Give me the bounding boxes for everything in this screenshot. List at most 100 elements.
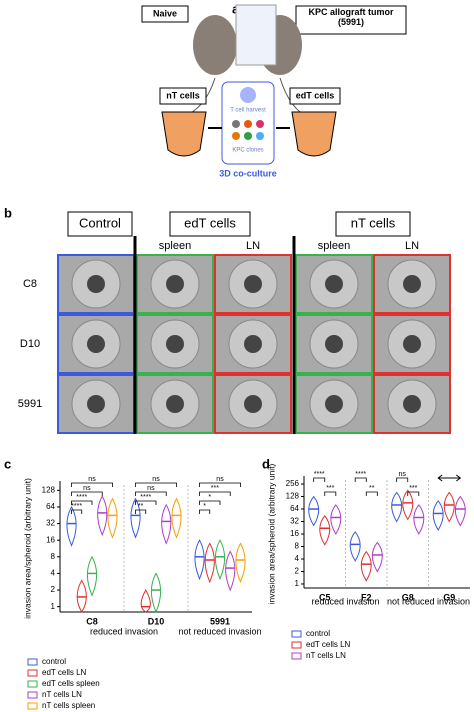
violin: [225, 550, 236, 592]
clone: [232, 120, 240, 128]
violin: [194, 539, 205, 581]
mouse: [193, 15, 237, 75]
legend-label: control: [306, 629, 330, 638]
significance: ****: [355, 471, 366, 478]
legend-label: nT cells spleen: [42, 701, 95, 710]
clone: [232, 132, 240, 140]
violin: [330, 504, 342, 535]
label: KPC allograft tumor (5991): [308, 7, 394, 27]
clone: [256, 120, 264, 128]
clone: [244, 120, 252, 128]
group-label: not reduced invasion: [387, 596, 470, 606]
legend-label: nT cells LN: [306, 651, 346, 660]
spheroid: [244, 395, 262, 413]
label-box: [159, 87, 207, 105]
violin: [86, 555, 98, 597]
significance: ****: [76, 494, 87, 501]
significance: ****: [140, 494, 151, 501]
legend-swatch: [27, 702, 38, 710]
x-tick-label: D10: [148, 616, 165, 626]
bracket: [135, 482, 177, 487]
group-label: not reduced invasion: [178, 626, 261, 636]
legend-label: edT cells LN: [306, 640, 351, 649]
spheroid: [87, 395, 105, 413]
cells: [240, 87, 256, 103]
significance: ***: [211, 485, 219, 492]
legend-label: control: [42, 657, 66, 666]
clone: [256, 132, 264, 140]
y-tick-label: 8: [51, 552, 56, 561]
violin: [308, 495, 320, 527]
significance: **: [369, 485, 375, 492]
column-subheader: spleen: [318, 240, 350, 252]
significance: ns: [147, 485, 155, 492]
violin: [454, 495, 466, 527]
violin: [76, 579, 87, 613]
column-subheader: LN: [405, 240, 419, 252]
significance: *: [203, 503, 206, 510]
column-subheader: LN: [246, 240, 260, 252]
organ-box: [235, 4, 277, 66]
significance: ****: [314, 471, 325, 478]
y-tick-label: 4: [295, 554, 300, 563]
bracket: [199, 491, 231, 496]
significance: ***: [409, 485, 417, 492]
panel-letter: c: [4, 456, 11, 471]
group-label: reduced invasion: [90, 626, 158, 636]
violin: [443, 491, 455, 523]
spheroid: [166, 335, 184, 353]
x-tick-label: 5991: [210, 616, 230, 626]
violin: [360, 550, 372, 582]
y-tick-label: 4: [51, 569, 56, 578]
label-wrap: KPC allograft tumor (5991): [308, 7, 394, 27]
spheroid: [403, 275, 421, 293]
violin: [66, 505, 77, 547]
violin: [371, 541, 383, 573]
y-tick-label: 16: [46, 535, 55, 544]
legend-swatch: [27, 669, 38, 677]
x-tick-label: G9: [443, 592, 455, 602]
row-label: 5991: [18, 398, 42, 410]
violin: [214, 539, 226, 581]
bracket: [313, 477, 326, 482]
label: edT cells: [296, 90, 335, 100]
bracket: [199, 482, 241, 487]
violin: [391, 491, 403, 523]
violin: [107, 497, 118, 539]
x-tick-label: C8: [86, 616, 98, 626]
y-tick-label: 32: [290, 517, 299, 526]
spheroid: [166, 275, 184, 293]
label-box: [295, 5, 407, 35]
legend-swatch: [291, 652, 302, 660]
y-axis-label: invasion area/spheroid (arbitrary unit): [22, 478, 32, 619]
violin: [413, 504, 425, 535]
legend-label: edT cells LN: [42, 668, 87, 677]
y-tick-label: 2: [295, 567, 300, 576]
group-label: reduced invasion: [311, 596, 379, 606]
row-label: D10: [20, 338, 40, 350]
x-tick-label: G8: [402, 592, 414, 602]
column-header: nT cells: [351, 215, 396, 230]
label-box: [169, 211, 251, 237]
y-axis-label: invasion area/spheroid (arbitrary unit): [266, 463, 276, 604]
spheroid: [166, 395, 184, 413]
significance: ns: [83, 485, 91, 492]
bracket: [324, 491, 337, 496]
column-subheader: spleen: [159, 240, 191, 252]
y-tick-label: 16: [290, 529, 299, 538]
significance: ****: [71, 503, 82, 510]
bracket: [135, 491, 167, 496]
spheroid: [244, 335, 262, 353]
bracket: [71, 491, 103, 496]
column-header: Control: [79, 215, 121, 230]
bracket: [135, 500, 157, 505]
violin: [349, 531, 361, 562]
legend-swatch: [291, 641, 302, 649]
clone: [244, 132, 252, 140]
y-tick-label: 8: [295, 542, 300, 551]
label: KPC clones: [232, 148, 263, 154]
legend-swatch: [27, 680, 38, 688]
bracket: [354, 477, 367, 482]
y-tick-label: 128: [286, 492, 300, 501]
panel-letter: b: [4, 205, 12, 220]
